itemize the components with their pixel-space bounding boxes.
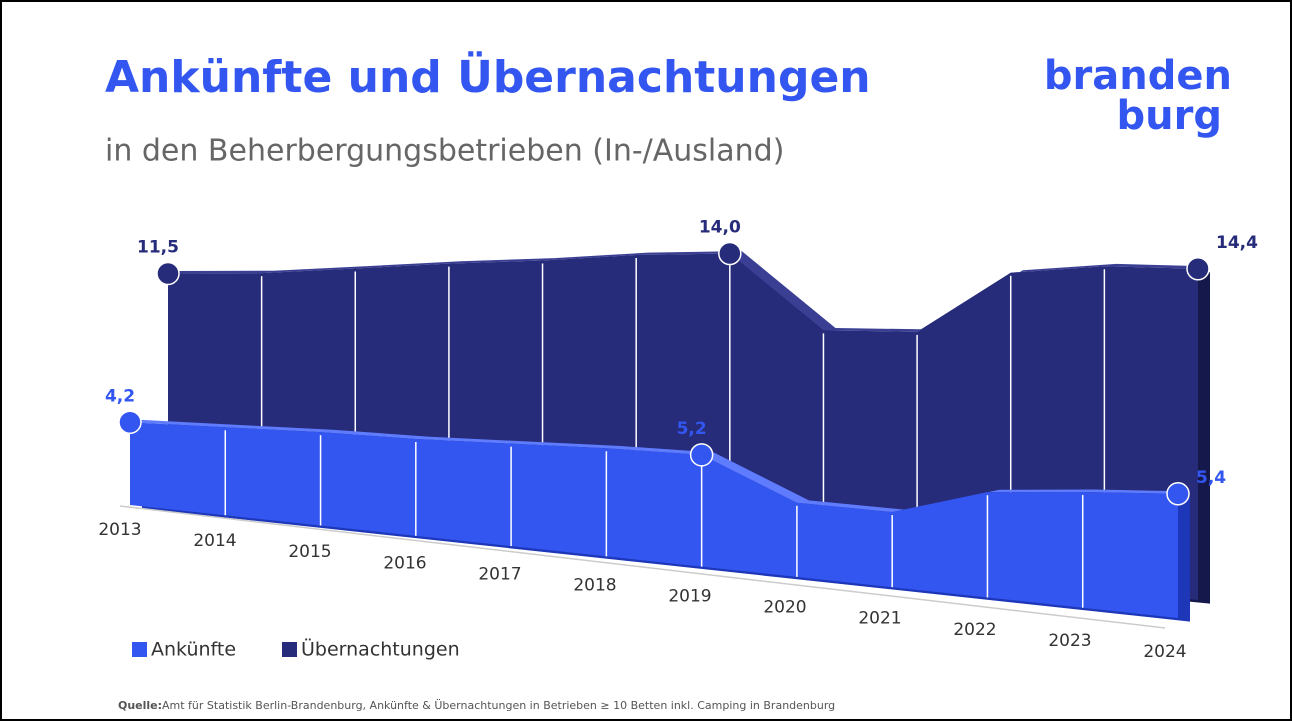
data-label: 5,4 (1196, 468, 1226, 488)
floor (119, 505, 1166, 629)
marker (118, 410, 142, 435)
legend-label: Ankünfte (151, 639, 236, 661)
x-tick-label: 2022 (953, 620, 996, 640)
marker (1186, 257, 1210, 281)
x-tick-label: 2024 (1143, 642, 1186, 662)
marker (156, 261, 180, 286)
chart-subtitle: in den Beherbergungsbetrieben (In-/Ausla… (105, 134, 784, 169)
logo: branden (1044, 53, 1232, 99)
logo: burg (1117, 93, 1222, 139)
legend-swatch (282, 642, 297, 657)
x-tick-label: 2019 (668, 587, 711, 607)
marker (1166, 482, 1190, 506)
data-label: 14,0 (699, 218, 741, 238)
marker (689, 443, 714, 467)
x-tick-label: 2013 (98, 520, 141, 540)
legend-swatch (132, 642, 147, 657)
data-label: 11,5 (137, 237, 179, 257)
x-tick-label: 2015 (288, 542, 331, 562)
x-tick-label: 2014 (193, 531, 236, 551)
source-label: Quelle: (118, 699, 162, 712)
x-tick-label: 2016 (383, 553, 426, 573)
x-tick-label: 2021 (858, 609, 901, 629)
marker (718, 241, 742, 266)
data-label: 14,4 (1216, 233, 1258, 253)
legend-label: Übernachtungen (301, 638, 460, 661)
x-tick-label: 2020 (763, 598, 806, 618)
chart-title: Ankünfte und Übernachtungen (105, 50, 871, 103)
source: Amt für Statistik Berlin-Brandenburg, An… (162, 699, 835, 712)
data-label: 4,2 (105, 386, 135, 406)
area (130, 422, 1178, 618)
data-label: 5,2 (677, 419, 707, 439)
x-tick-label: 2018 (573, 575, 616, 595)
x-tick-label: 2017 (478, 564, 521, 584)
x-tick-label: 2023 (1048, 631, 1091, 651)
